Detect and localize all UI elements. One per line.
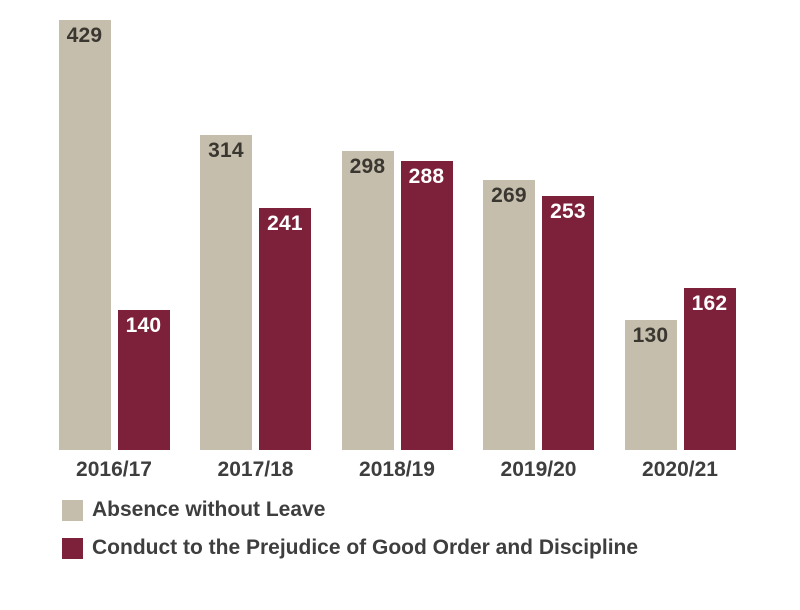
bar: 130 [624,320,677,450]
bar: 253 [542,196,594,450]
bar-value-label: 314 [208,139,244,162]
bar-group: 429 140 [58,20,170,450]
bar: 140 [117,310,170,450]
bar-group: 314 241 [200,135,312,450]
legend-swatch [62,499,83,521]
legend-label: Absence without Leave [92,498,326,521]
bar: 298 [341,151,394,450]
bar-pair: 130 162 [624,288,736,450]
bar-value-label: 140 [125,314,162,337]
bar-value-label: 269 [491,184,527,207]
bar: 429 [58,20,111,450]
bar-pair: 298 288 [341,151,453,450]
bar: 269 [483,180,535,450]
x-axis-labels: 2016/17 2017/18 2018/19 2019/20 2020/21 [0,450,800,488]
legend-label: Conduct to the Prejudice of Good Order a… [92,536,639,559]
bar-pair: 269 253 [483,180,594,450]
legend-swatch [62,537,83,559]
bar-value-label: 162 [691,292,728,315]
x-axis-tick-label: 2017/18 [217,458,294,481]
bar-pair: 314 241 [200,135,311,450]
bar-group: 130 162 [624,288,736,450]
bar-value-label: 429 [66,24,103,47]
bar-group: 269 253 [483,180,595,450]
bar: 241 [259,208,311,450]
bar-chart: 429 140 314 241 298 288 269 253 130 162 [58,20,736,450]
legend-item: Absence without Leave [62,498,638,522]
legend-item: Conduct to the Prejudice of Good Order a… [62,536,638,560]
bar: 162 [683,288,736,450]
x-axis-tick-label: 2019/20 [500,458,577,481]
x-axis-tick-label: 2020/21 [642,458,718,481]
chart-legend: Absence without Leave Conduct to the Prej… [62,498,638,560]
bar-pair: 429 140 [58,20,170,450]
bar-value-label: 130 [632,324,669,347]
bar-value-label: 241 [267,212,303,235]
bar-group: 298 288 [341,151,453,450]
x-axis-tick-label: 2016/17 [76,458,152,481]
x-axis-tick-label: 2018/19 [359,458,435,481]
bar-value-label: 288 [408,165,445,188]
bar-value-label: 298 [349,155,386,178]
bar: 288 [400,161,453,450]
bar: 314 [200,135,252,450]
bar-value-label: 253 [550,200,586,223]
